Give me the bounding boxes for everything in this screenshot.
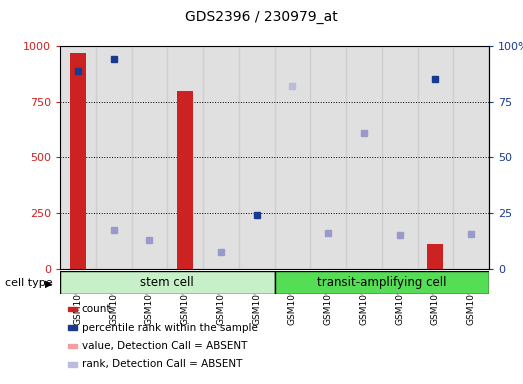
- Text: stem cell: stem cell: [141, 276, 194, 289]
- Text: value, Detection Call = ABSENT: value, Detection Call = ABSENT: [82, 341, 247, 351]
- Text: cell type: cell type: [5, 278, 53, 288]
- Bar: [177, 91, 194, 269]
- Bar: [132, 46, 167, 269]
- Bar: [310, 46, 346, 269]
- Bar: [275, 46, 310, 269]
- Bar: [453, 46, 489, 269]
- Text: ▶: ▶: [45, 278, 52, 288]
- Bar: [382, 46, 417, 269]
- Bar: [96, 46, 132, 269]
- Bar: [427, 244, 444, 269]
- Bar: [275, 271, 489, 294]
- Bar: [203, 46, 239, 269]
- Bar: [417, 46, 453, 269]
- Bar: [346, 46, 382, 269]
- Text: GDS2396 / 230979_at: GDS2396 / 230979_at: [185, 10, 338, 23]
- Bar: [239, 46, 275, 269]
- Text: count: count: [82, 304, 111, 314]
- Text: percentile rank within the sample: percentile rank within the sample: [82, 323, 258, 333]
- Bar: [70, 53, 86, 269]
- Bar: [60, 46, 96, 269]
- Text: rank, Detection Call = ABSENT: rank, Detection Call = ABSENT: [82, 359, 242, 369]
- Bar: [167, 46, 203, 269]
- Bar: [60, 271, 275, 294]
- Text: transit-amplifying cell: transit-amplifying cell: [317, 276, 447, 289]
